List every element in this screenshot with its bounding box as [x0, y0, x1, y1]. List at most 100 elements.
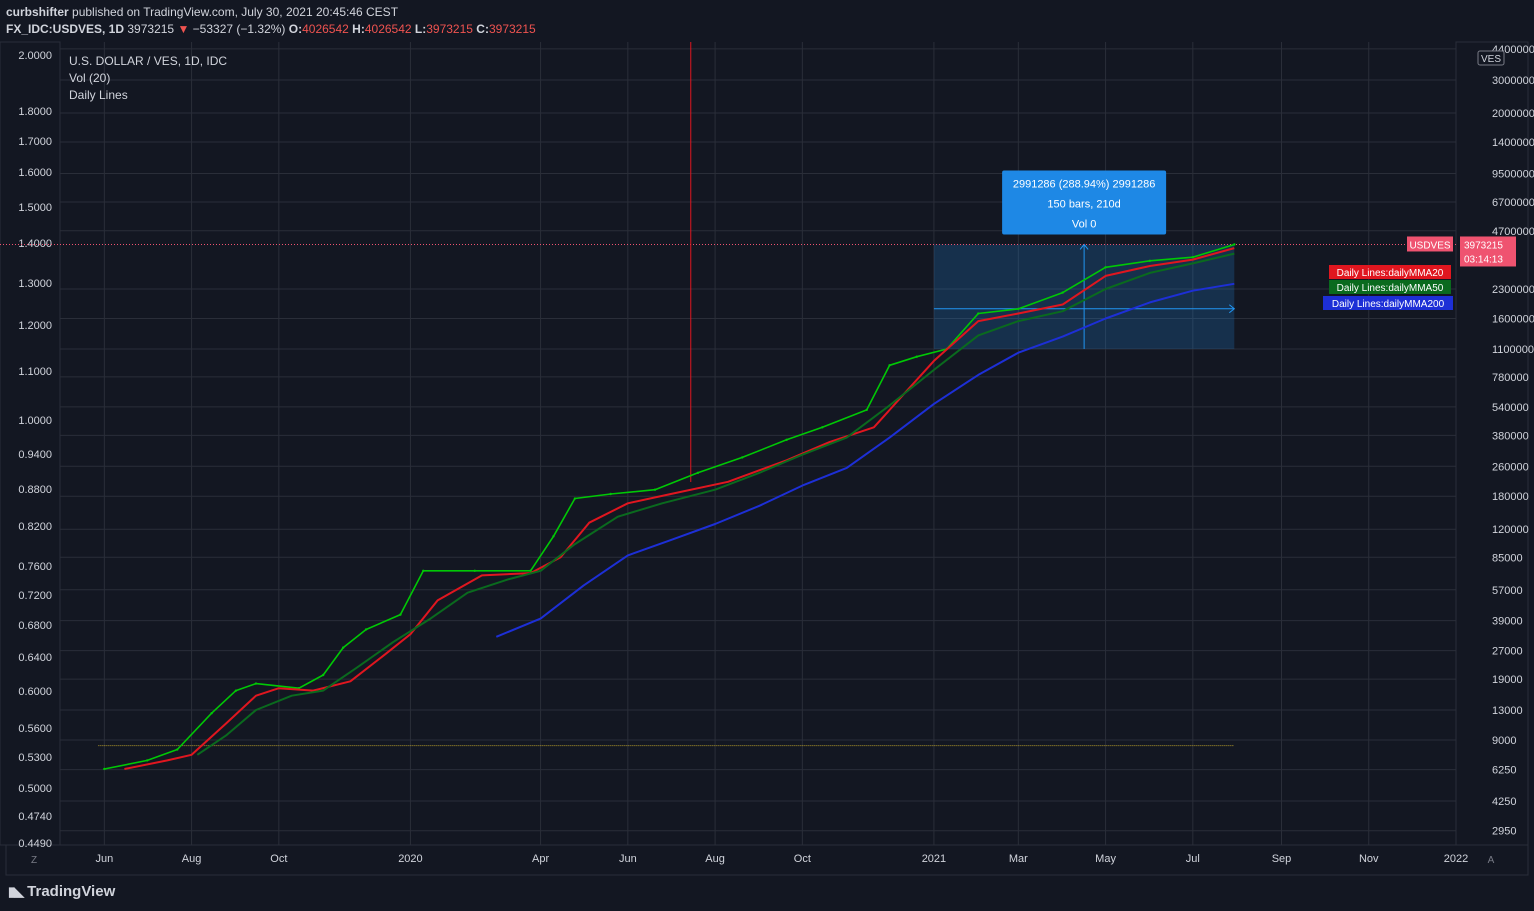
- measure-arrow-right: [1228, 304, 1236, 314]
- close-label: C:: [476, 22, 489, 36]
- y-left-tick-label: 1.3000: [18, 278, 52, 290]
- unit-badge: [1477, 50, 1505, 66]
- price-point: [1061, 291, 1064, 294]
- price-point: [1017, 307, 1020, 311]
- change-value: −53327 (−1.32%): [192, 22, 286, 36]
- y-right-tick-label: 6250: [1492, 765, 1516, 777]
- price-point: [1191, 255, 1195, 259]
- y-right-tick-label: 120000: [1492, 524, 1529, 536]
- bottom-bar: [0, 876, 1534, 911]
- y-right-tick-label: 30000000: [1492, 75, 1534, 87]
- author-name[interactable]: curbshifter: [6, 5, 69, 19]
- price-point: [176, 748, 179, 751]
- price-point: [888, 364, 891, 367]
- x-tick-label: Jul: [1186, 853, 1200, 865]
- price-point: [821, 426, 824, 429]
- y-left-tick-label: 0.8200: [18, 521, 52, 533]
- right-axis-pane: [1455, 41, 1529, 846]
- top-bar: curbshifter published on TradingView.com…: [0, 0, 1534, 40]
- chart-legend-title: U.S. DOLLAR / VES, 1D, IDC: [69, 54, 227, 68]
- ma-line-3: [495, 282, 1235, 638]
- tradingview-logo-text: TradingView: [27, 883, 116, 900]
- price-point: [146, 759, 149, 762]
- publish-info: curbshifter published on TradingView.com…: [6, 5, 398, 19]
- y-left-tick-label: 1.7000: [18, 136, 52, 148]
- ma-line-2: [196, 252, 1235, 756]
- y-left-tick-label: 0.8800: [18, 484, 52, 496]
- price-point: [609, 492, 612, 496]
- y-left-tick-label: 1.6000: [18, 167, 52, 179]
- x-tick-label: Oct: [270, 853, 287, 865]
- price-point: [342, 646, 345, 649]
- line-label-text-3: Daily Lines:dailyMMA200: [1332, 299, 1445, 310]
- y-right-tick-label: 9000: [1492, 735, 1516, 747]
- symbol-line: FX_IDC:USDVES, 1D: [6, 22, 125, 36]
- y-right-tick-label: 4700000: [1492, 226, 1534, 238]
- price-point: [210, 712, 213, 715]
- x-tick-label: Aug: [705, 853, 725, 865]
- high-value: 4026542: [364, 22, 412, 36]
- left-axis-pane: [0, 41, 61, 846]
- x-tick-label: May: [1095, 853, 1116, 865]
- ma-line-1: [124, 247, 1235, 770]
- y-left-tick-label: 2.0000: [18, 50, 52, 62]
- x-tick-label: Jun: [619, 853, 637, 865]
- price-point: [254, 682, 258, 685]
- y-left-tick-label: 1.2000: [18, 320, 52, 332]
- x-tick-label: 2022: [1444, 853, 1468, 865]
- x-tick-label: Jun: [95, 853, 113, 865]
- open-value: 4026542: [302, 22, 349, 36]
- symbol-tag-text: USDVES: [1409, 240, 1450, 251]
- last-price-tag-value: 3973215: [1464, 240, 1503, 251]
- last-price-tag: [1460, 236, 1516, 267]
- price-point: [696, 471, 700, 475]
- high-label: H:: [352, 22, 365, 36]
- price-point: [915, 355, 918, 358]
- y-right-tick-label: 9500000: [1492, 169, 1534, 181]
- y-left-tick-label: 0.5600: [18, 723, 52, 735]
- y-right-tick-label: 540000: [1492, 402, 1529, 414]
- price-point: [1104, 266, 1107, 269]
- price-point: [364, 628, 368, 631]
- close-value: 3973215: [488, 22, 536, 36]
- y-right-tick-label: 380000: [1492, 430, 1529, 442]
- x-tick-label: 2020: [398, 853, 422, 865]
- last-price-countdown: 03:14:13: [1464, 254, 1503, 265]
- line-label-1: [1329, 265, 1451, 279]
- y-right-tick-label: 13000: [1492, 705, 1523, 717]
- measure-tooltip-line-1: 2991286 (288.94%) 2991286: [1013, 178, 1156, 190]
- ohlc-line: FX_IDC:USDVES, 1D 3973215 ▼ −53327 (−1.3…: [6, 22, 536, 36]
- price-point: [741, 456, 744, 459]
- axis-corner-a: A: [1488, 855, 1495, 866]
- y-right-tick-label: 14000000: [1492, 137, 1534, 149]
- axis-corner-z: Z: [31, 855, 37, 866]
- y-left-tick-label: 0.6400: [18, 652, 52, 664]
- price-point: [234, 689, 238, 692]
- y-right-tick-label: 20000000: [1492, 108, 1534, 120]
- tradingview-logo[interactable]: ▮◣ TradingView: [8, 883, 115, 900]
- y-right-tick-label: 19000: [1492, 674, 1523, 686]
- price-point: [573, 497, 577, 500]
- plot-area: [60, 42, 1456, 845]
- y-right-tick-label: 780000: [1492, 372, 1529, 384]
- publish-text: published on TradingView.com, July 30, 2…: [72, 5, 399, 19]
- y-right-tick-label: 39000: [1492, 616, 1523, 628]
- y-left-tick-label: 0.5300: [18, 752, 52, 764]
- x-tick-label: Mar: [1009, 853, 1028, 865]
- y-right-tick-label: 4250: [1492, 796, 1516, 808]
- price-point: [399, 613, 402, 616]
- price-chart[interactable]: 2950 4250 6250 9000 13000 19000 27000 39000 5700…: [0, 0, 1534, 876]
- symbol-tag: [1407, 236, 1453, 252]
- price-point: [653, 488, 657, 491]
- y-left-tick-label: 1.5000: [18, 202, 52, 214]
- line-label-text-1: Daily Lines:dailyMMA20: [1337, 268, 1444, 279]
- low-label: L:: [414, 22, 427, 36]
- y-right-tick-label: 57000: [1492, 585, 1523, 597]
- price-point: [785, 438, 788, 442]
- chart-legend-vol: Vol (20): [69, 71, 110, 85]
- y-left-tick-label: 0.7600: [18, 561, 52, 573]
- price-point: [473, 569, 476, 572]
- y-left-tick-label: 1.8000: [18, 106, 52, 118]
- y-left-tick-label: 0.7200: [18, 590, 52, 602]
- y-right-tick-label: 2300000: [1492, 284, 1534, 296]
